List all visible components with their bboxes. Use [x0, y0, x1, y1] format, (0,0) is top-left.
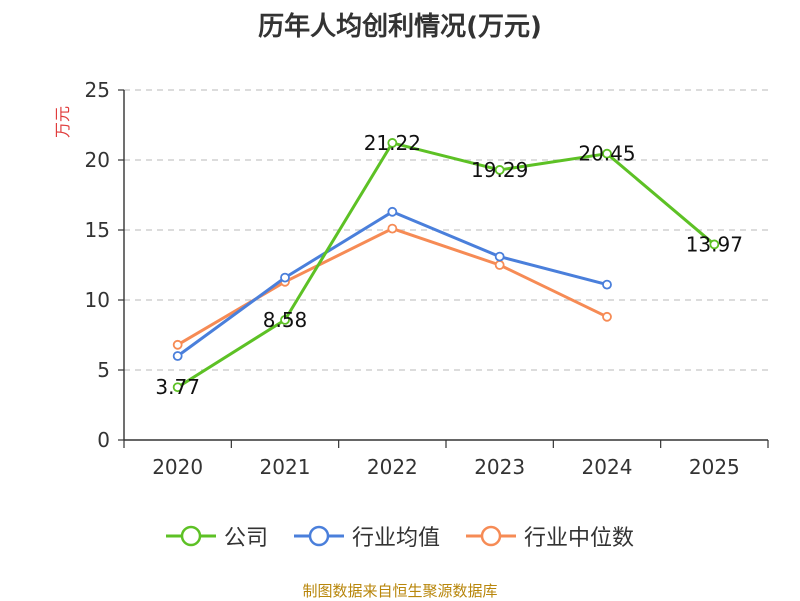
chart-title: 历年人均创利情况(万元)	[258, 12, 542, 42]
data-point	[602, 311, 612, 322]
legend-marker	[308, 525, 330, 547]
legend-item[interactable]: 行业均值	[293, 520, 440, 552]
data-label: 8.58	[263, 308, 308, 332]
legend-label: 公司	[223, 526, 268, 551]
legend-label: 行业均值	[351, 526, 440, 551]
x-tick-label: 2025	[689, 455, 740, 479]
data-point	[602, 148, 612, 159]
series-line-2	[176, 227, 608, 347]
y-tick-label: 0	[97, 428, 110, 452]
legend-line-icon	[293, 525, 344, 547]
y-tick-label: 20	[85, 148, 110, 172]
x-tick-label: 2024	[582, 455, 633, 479]
x-tick-label: 2021	[260, 455, 311, 479]
x-tick-label: 2023	[474, 455, 525, 479]
legend-item[interactable]: 公司	[165, 520, 268, 552]
data-point	[280, 272, 290, 283]
legend-label: 行业中位数	[524, 526, 635, 551]
data-label: 13.97	[686, 232, 743, 256]
data-label: 3.77	[155, 375, 200, 399]
x-tick-label: 2020	[152, 455, 203, 479]
data-label: 19.29	[471, 158, 528, 182]
data-point	[172, 382, 183, 393]
legend-marker	[480, 525, 502, 547]
source-note: 制图数据来自恒生聚源数据库	[302, 582, 498, 600]
grid-lines	[124, 89, 768, 371]
data-point	[494, 165, 505, 175]
legend-item[interactable]: 行业中位数	[466, 520, 634, 552]
data-point	[494, 260, 505, 270]
data-point	[387, 138, 398, 148]
data-labels: 3.77 8.58 21.22 19.29 20.45 13.97	[155, 131, 743, 399]
series-layer	[172, 138, 720, 393]
y-tick-label: 5	[97, 358, 110, 382]
data-point	[602, 279, 612, 290]
y-tick-label: 10	[85, 288, 110, 312]
legend-line-icon	[165, 525, 216, 547]
data-point	[172, 351, 183, 361]
legend: 公司 行业均值 行业中位数	[0, 520, 800, 552]
data-label: 21.22	[364, 131, 421, 155]
data-point	[494, 251, 505, 262]
legend-marker	[180, 525, 202, 547]
data-label: 20.45	[578, 142, 635, 166]
data-point	[387, 206, 398, 217]
y-tick-label: 25	[85, 78, 110, 102]
data-point	[387, 223, 398, 234]
legend-line-icon	[466, 525, 516, 547]
series-line-0	[176, 141, 716, 389]
data-point	[709, 239, 720, 250]
y-axis-label: 万元	[53, 106, 72, 138]
data-point	[280, 314, 290, 325]
data-point	[172, 339, 183, 350]
y-tick-label: 15	[85, 218, 110, 242]
x-tick-label: 2022	[367, 455, 418, 479]
